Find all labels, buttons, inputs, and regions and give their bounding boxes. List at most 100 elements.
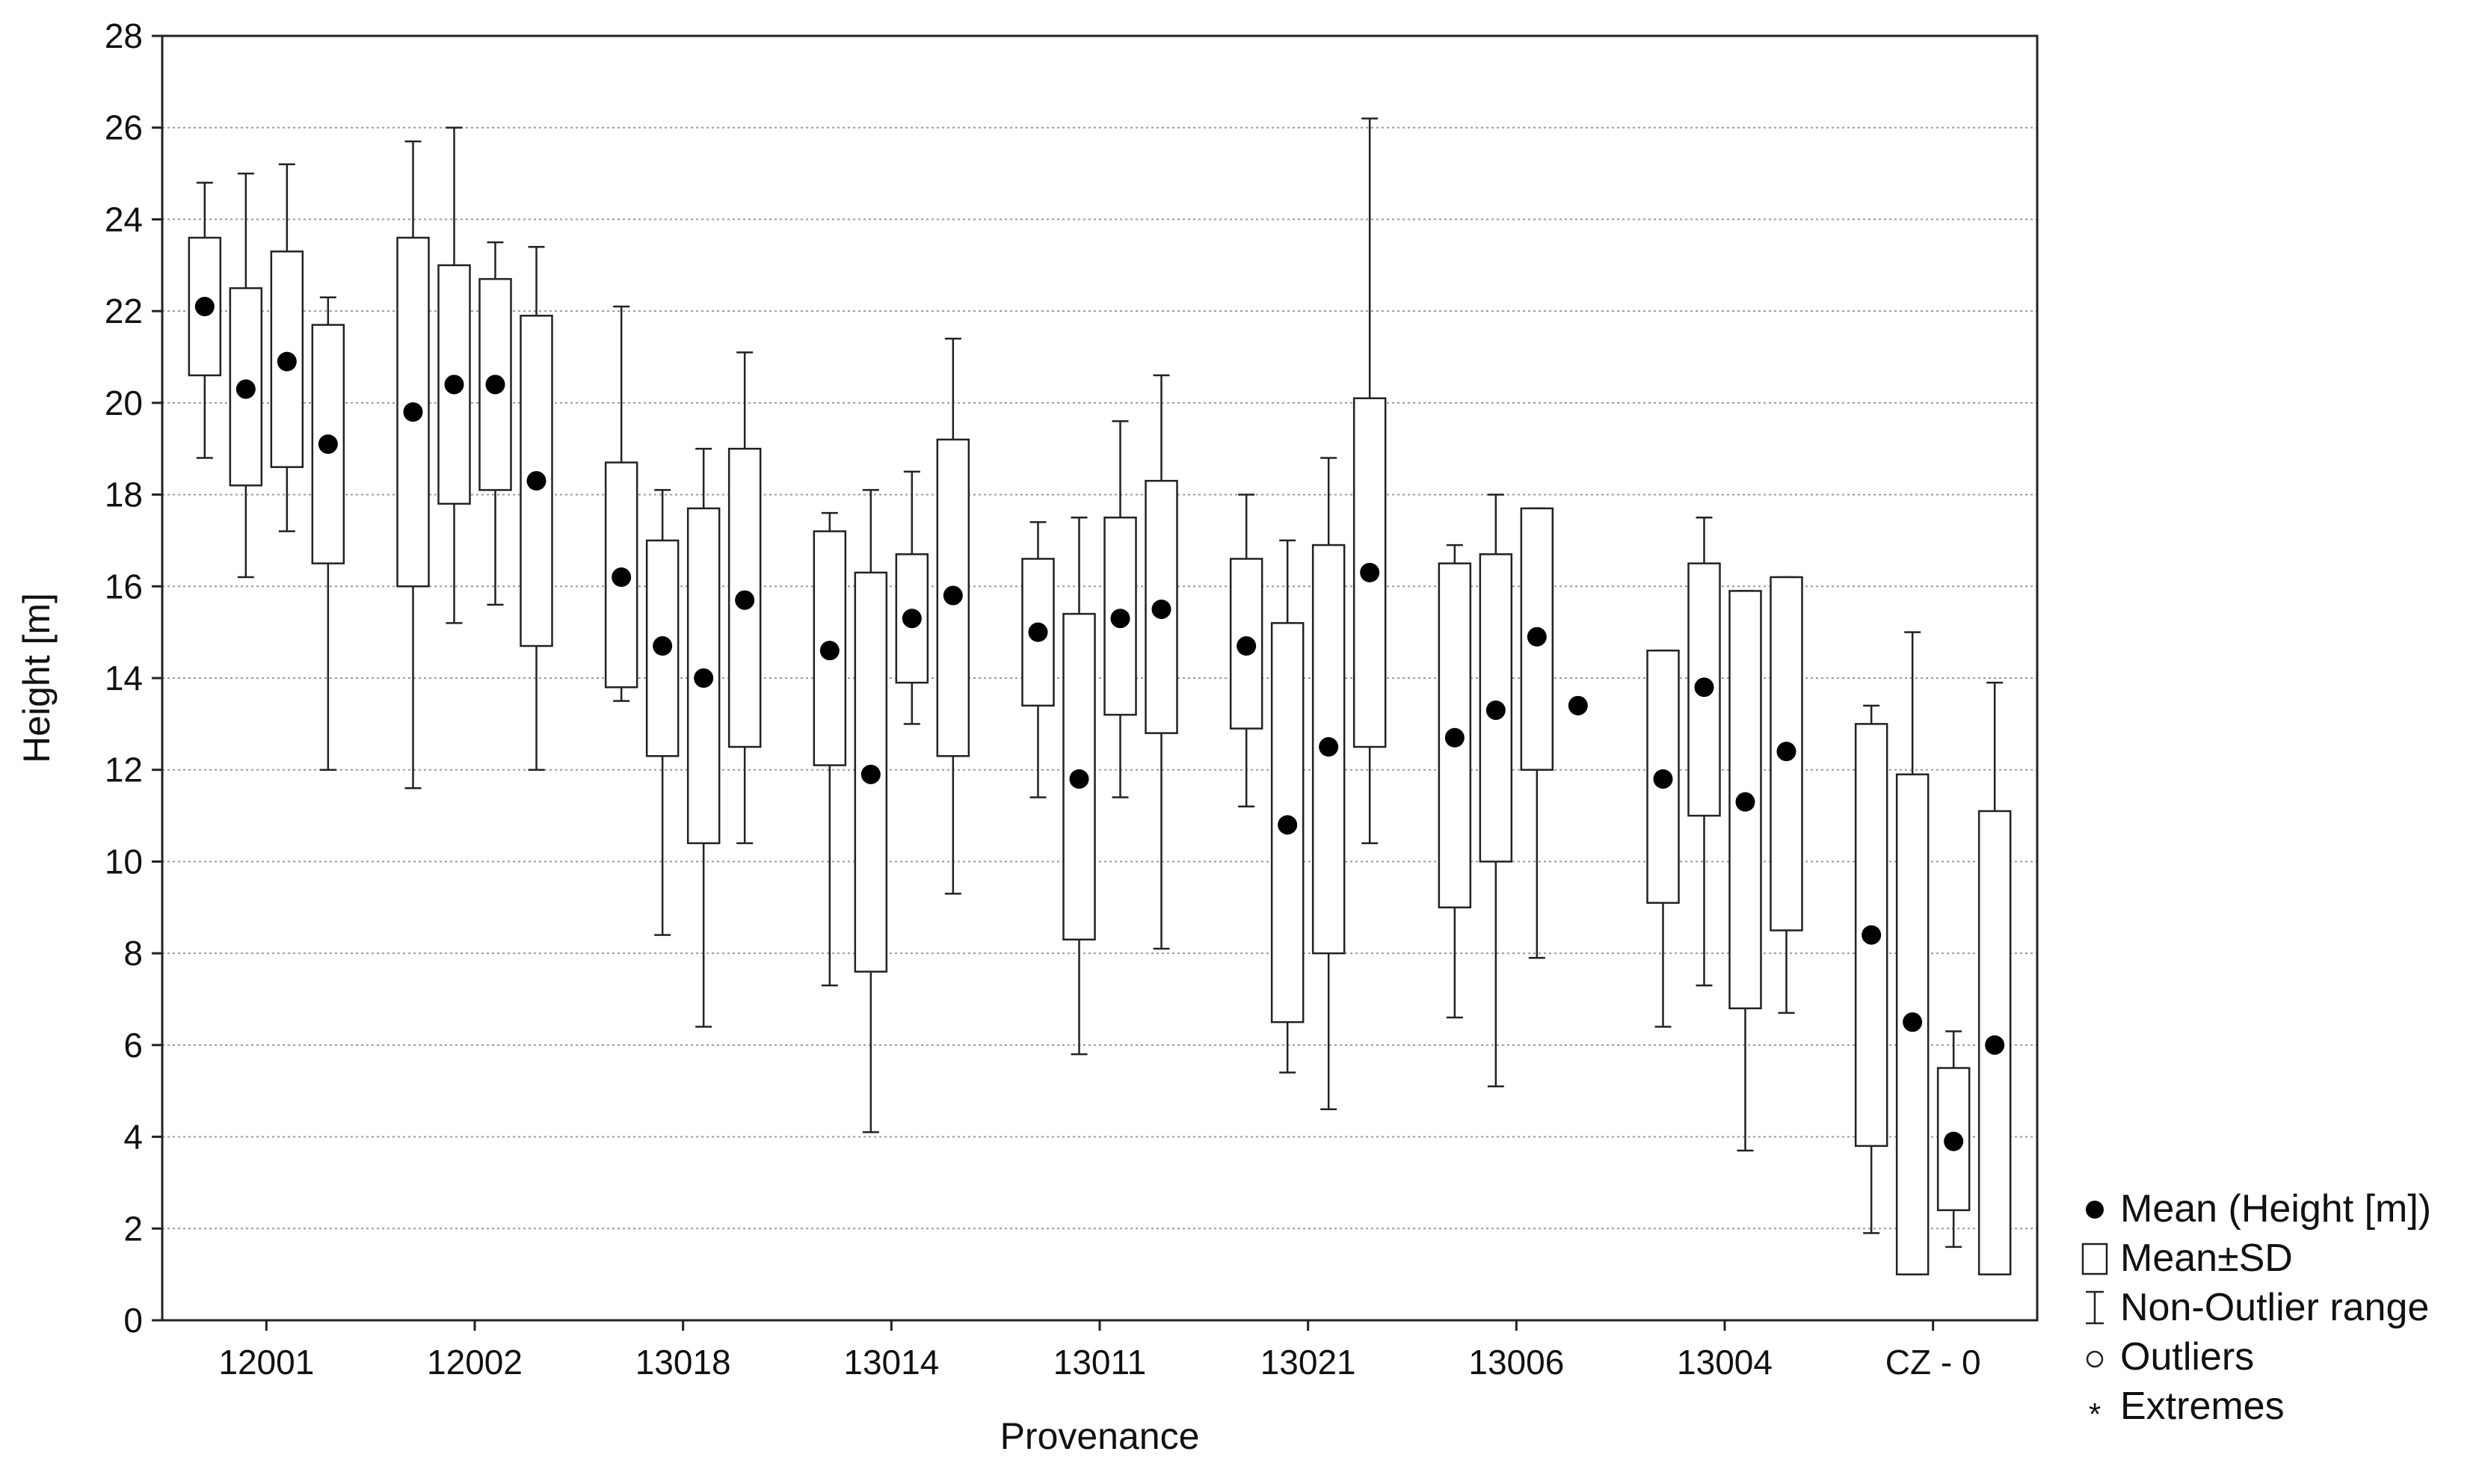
mean-sd-box (1479, 553, 1513, 863)
mean-point (1278, 815, 1298, 835)
legend-item: Mean±SD (2081, 1237, 2293, 1280)
box-group (396, 140, 430, 789)
box-group (813, 511, 847, 987)
mean-point (1485, 700, 1506, 720)
mean-point (694, 668, 714, 688)
mean-point (1903, 1012, 1923, 1032)
mean-point (1444, 727, 1465, 748)
x-tick-label: 12002 (427, 1343, 523, 1382)
mean-point (444, 375, 464, 395)
y-tick-label: 4 (123, 1118, 143, 1157)
box-group (727, 351, 762, 845)
box-group (520, 245, 553, 771)
y-tick-label: 24 (105, 200, 143, 238)
box-group (1770, 576, 1803, 1015)
box-group (1479, 493, 1513, 1088)
box-group (1103, 420, 1137, 798)
box-group (1936, 1030, 1971, 1249)
mean-point (1151, 599, 1171, 619)
mean-point (819, 641, 840, 661)
y-tick-label: 12 (105, 751, 143, 789)
x-tick-label: 13021 (1260, 1343, 1356, 1382)
box-group (936, 337, 970, 895)
mean-point (1237, 636, 1257, 656)
gridlines (162, 126, 2037, 1230)
mean-point (235, 379, 256, 399)
box-group (1145, 374, 1178, 950)
mean-point (403, 402, 423, 422)
mean-point (1985, 1035, 2005, 1055)
x-tick-label: CZ - 0 (1885, 1343, 1981, 1382)
y-tick-label: 18 (105, 475, 143, 514)
legend-outlier-icon (2086, 1350, 2104, 1368)
mean-point (943, 585, 963, 606)
mean-point (1568, 695, 1588, 715)
box-group (1311, 457, 1346, 1111)
mean-point (735, 590, 755, 610)
box-group (1895, 631, 1930, 1275)
legend-item: Mean (Height [m]) (2086, 1187, 2431, 1231)
box-group (854, 489, 888, 1133)
box-group (311, 296, 345, 771)
y-tick-label: 28 (105, 16, 143, 55)
box-group (188, 182, 222, 459)
legend-label: Extremes (2120, 1385, 2285, 1428)
y-tick-label: 26 (105, 108, 143, 147)
box-group (1568, 695, 1588, 715)
box-group (895, 470, 929, 725)
legend-item: * Extremes (2089, 1385, 2285, 1432)
mean-point (1069, 769, 1089, 789)
mean-point (653, 636, 673, 656)
box-group (229, 172, 263, 579)
box-group (1062, 517, 1096, 1056)
mean-point (902, 609, 922, 629)
mean-point (1527, 626, 1547, 647)
mean-sd-box (270, 250, 304, 469)
mean-point (194, 297, 215, 317)
y-axis-label: Height [m] (16, 593, 58, 763)
box-group (1854, 704, 1888, 1234)
mean-point (1653, 769, 1673, 789)
y-tick-label: 16 (105, 567, 143, 606)
mean-point (1944, 1131, 1964, 1151)
x-tick-label: 13004 (1677, 1343, 1773, 1382)
box-group (645, 489, 680, 936)
y-tick-label: 14 (105, 659, 143, 698)
mean-point (1028, 622, 1048, 642)
box-group (1728, 590, 1762, 1152)
box-group (686, 447, 721, 1028)
box-group (270, 163, 304, 532)
mean-point (318, 434, 338, 455)
box-group (1352, 117, 1387, 845)
box-group (1687, 517, 1721, 987)
box-group (1520, 507, 1554, 959)
y-tick-label: 2 (123, 1209, 143, 1248)
mean-point (1360, 562, 1380, 582)
box-group (478, 241, 512, 606)
x-tick-label: 13018 (635, 1343, 731, 1382)
y-tick-label: 10 (105, 842, 143, 881)
y-tick-label: 0 (123, 1301, 143, 1340)
mean-sd-box (1728, 590, 1762, 1010)
mean-point (485, 375, 505, 395)
x-tick-label: 13006 (1468, 1343, 1564, 1382)
y-tick-label: 22 (105, 292, 143, 330)
mean-point (1694, 677, 1714, 698)
x-tick-label: 13011 (1053, 1343, 1147, 1382)
box-group (437, 126, 471, 624)
legend-label: Outliers (2120, 1335, 2254, 1379)
legend-label: Mean (Height [m]) (2120, 1187, 2431, 1231)
mean-point (1776, 742, 1796, 762)
mean-point (612, 567, 632, 588)
box-group (1977, 681, 2012, 1275)
legend-extreme-icon: * (2089, 1397, 2101, 1432)
y-tick-label: 20 (105, 384, 143, 422)
legend-item: Outliers (2086, 1335, 2254, 1379)
legend-box-icon (2081, 1243, 2108, 1275)
y-tick-label: 6 (123, 1026, 143, 1065)
legend-label: Mean±SD (2120, 1237, 2293, 1280)
legend: Mean (Height [m]) Mean±SD Non-Outlier rang… (2081, 1187, 2431, 1432)
